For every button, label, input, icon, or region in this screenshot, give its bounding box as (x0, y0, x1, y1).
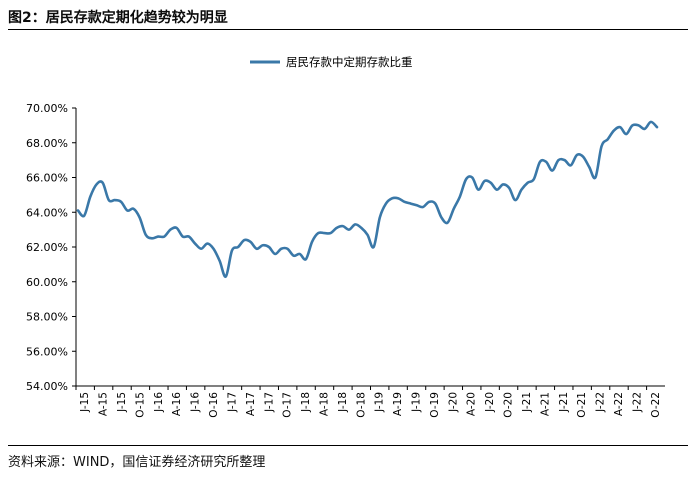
x-tick-label: A-18 (318, 392, 330, 416)
y-tick-label: 66.00% (26, 172, 68, 185)
figure-title: 图2：居民存款定期化趋势较为明显 (8, 10, 228, 26)
y-axis: 54.00% 56.00% 58.00% 60.00% 62.00% 64.00% 66.0… (26, 102, 77, 393)
x-tick-label: O-16 (208, 392, 220, 418)
y-tick-label: 56.00% (26, 345, 68, 358)
x-tick-label: J-15 (79, 392, 91, 413)
source-note: 资料来源：WIND，国信证券经济研究所整理 (8, 455, 266, 470)
series-line (76, 120, 659, 278)
x-tick-label: A-16 (171, 392, 183, 416)
y-tick-label: 64.00% (26, 206, 68, 219)
x-tick-label: O-18 (355, 392, 367, 418)
x-tick-label: O-22 (650, 392, 662, 418)
y-tick-label: 54.00% (26, 380, 68, 393)
x-tick-label: J-19 (411, 392, 423, 413)
x-tick-label: A-22 (613, 392, 625, 416)
x-tick-label: J-15 (116, 392, 128, 413)
y-tick-label: 58.00% (26, 311, 68, 324)
x-tick-label: A-21 (539, 392, 551, 416)
x-tick-label: J-17 (226, 392, 238, 413)
x-tick-label: O-17 (282, 392, 294, 418)
x-tick-label: J-22 (631, 392, 643, 413)
x-tick-label: J-21 (521, 392, 533, 413)
x-tick-label: O-15 (134, 392, 146, 418)
y-tick-label: 70.00% (26, 102, 68, 115)
x-tick-label: J-17 (263, 392, 275, 413)
legend: 居民存款中定期存款比重 (250, 55, 413, 69)
x-tick-label: A-20 (466, 392, 478, 416)
x-tick-label: J-18 (300, 392, 312, 413)
x-axis: J-15 A-15 J-15 O-15 J-16 A-16 J-16 O-16 J-17 A-17… (75, 385, 665, 418)
series-layer (76, 120, 659, 278)
y-tick-label: 60.00% (26, 276, 68, 289)
x-tick-label: J-20 (447, 392, 459, 413)
x-tick-label: J-22 (595, 392, 607, 413)
x-tick-label: A-19 (392, 392, 404, 416)
x-tick-label: J-16 (190, 392, 202, 413)
y-tick-label: 62.00% (26, 241, 68, 254)
x-tick-label: J-16 (153, 392, 165, 413)
x-tick-label: O-20 (503, 392, 515, 418)
y-tick-label: 68.00% (26, 137, 68, 150)
x-tick-label: J-19 (374, 392, 386, 413)
x-tick-label: J-18 (337, 392, 349, 413)
x-tick-label: O-19 (429, 392, 441, 418)
x-tick-label: J-20 (484, 392, 496, 413)
legend-label: 居民存款中定期存款比重 (286, 55, 413, 69)
x-tick-label: O-21 (576, 392, 588, 418)
top-rule (8, 29, 688, 30)
bottom-rule (8, 445, 688, 446)
x-tick-label: J-21 (558, 392, 570, 413)
x-tick-label: A-17 (245, 392, 257, 416)
x-tick-label: A-15 (98, 392, 110, 416)
